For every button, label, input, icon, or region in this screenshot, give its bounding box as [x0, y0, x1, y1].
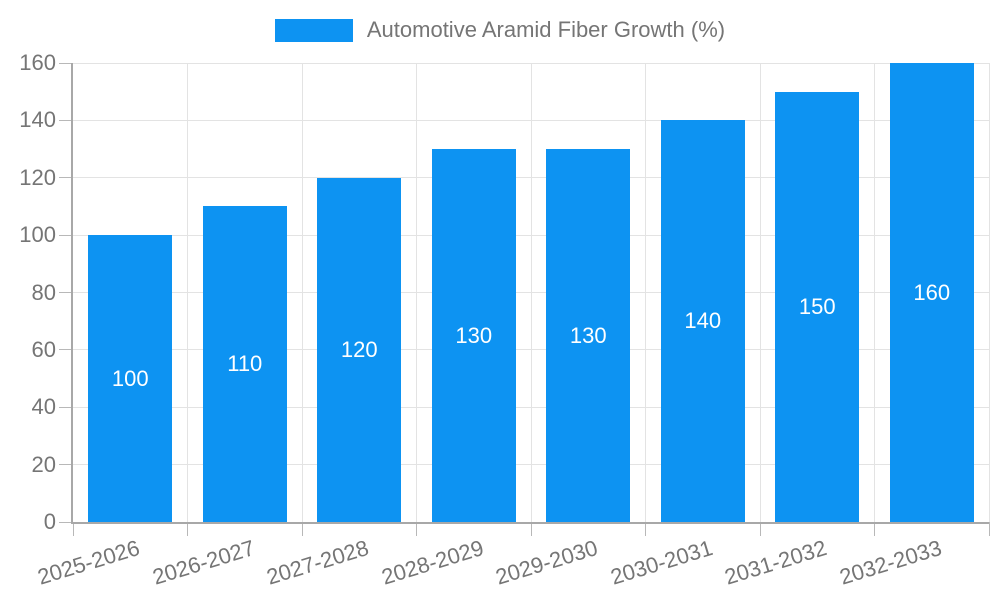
x-tick-label: 2030-2031 — [607, 535, 716, 590]
x-tick-label: 2031-2032 — [721, 535, 830, 590]
x-axis-tick — [645, 522, 646, 536]
x-axis-tick — [759, 522, 761, 536]
y-tick-label: 120 — [19, 164, 56, 190]
x-tick-label: 2025-2026 — [34, 535, 143, 590]
x-tick-label: 2026-2027 — [149, 535, 258, 590]
x-axis-tick — [301, 522, 303, 536]
bar-value-label: 150 — [798, 293, 836, 319]
y-tick-label: 0 — [43, 509, 56, 534]
bar — [317, 177, 402, 522]
bar-value-label: 130 — [569, 322, 607, 348]
x-tick-label: 2032-2033 — [836, 535, 945, 590]
y-axis-tick — [59, 62, 73, 64]
y-axis-tick — [59, 292, 73, 293]
gridline-vertical — [759, 63, 761, 522]
y-axis-tick — [59, 521, 73, 523]
x-axis-tick — [874, 522, 875, 536]
legend: Automotive Aramid Fiber Growth (%) — [0, 17, 1000, 43]
x-axis-tick — [187, 522, 188, 536]
x-axis-tick — [988, 522, 990, 536]
y-axis-tick — [59, 119, 73, 121]
y-axis-line — [71, 63, 73, 522]
y-tick-label: 100 — [19, 222, 56, 248]
x-axis-tick — [530, 522, 532, 536]
bar-value-label: 110 — [227, 351, 263, 377]
x-axis-tick — [72, 522, 74, 536]
bar — [431, 149, 516, 522]
gridline-vertical — [187, 63, 188, 522]
bar — [775, 91, 860, 522]
y-tick-label: 60 — [31, 336, 56, 362]
y-tick-label: 80 — [31, 279, 56, 305]
bar — [546, 149, 631, 522]
bar-value-label: 120 — [340, 336, 378, 362]
gridline-vertical — [301, 63, 303, 522]
gridline-vertical — [874, 63, 875, 522]
y-tick-label: 140 — [19, 107, 56, 133]
x-tick-label: 2029-2030 — [492, 535, 601, 590]
gridline-vertical — [645, 63, 646, 522]
bar — [660, 120, 745, 522]
legend-swatch[interactable] — [274, 18, 353, 42]
bar — [88, 235, 173, 522]
gridline-vertical — [530, 63, 532, 522]
gridline-vertical — [988, 63, 990, 522]
x-axis-line — [71, 522, 989, 524]
y-axis-tick — [59, 177, 73, 179]
y-axis-tick — [59, 464, 73, 466]
gridline-vertical — [416, 63, 417, 522]
y-axis-tick — [59, 234, 73, 236]
x-axis-tick — [416, 522, 417, 536]
bar — [202, 206, 287, 522]
y-axis-tick — [59, 349, 73, 351]
bar — [889, 63, 974, 522]
bar-value-label: 160 — [913, 279, 951, 305]
y-tick-label: 20 — [31, 451, 56, 477]
x-tick-label: 2028-2029 — [378, 535, 487, 590]
bar-value-label: 130 — [455, 322, 493, 348]
legend-label[interactable]: Automotive Aramid Fiber Growth (%) — [366, 17, 726, 42]
y-tick-label: 160 — [19, 50, 56, 75]
bar-value-label: 100 — [111, 365, 149, 391]
x-tick-label: 2027-2028 — [263, 535, 372, 590]
bar-value-label: 140 — [684, 308, 722, 334]
y-axis-tick — [59, 406, 73, 408]
y-tick-label: 40 — [31, 394, 56, 420]
